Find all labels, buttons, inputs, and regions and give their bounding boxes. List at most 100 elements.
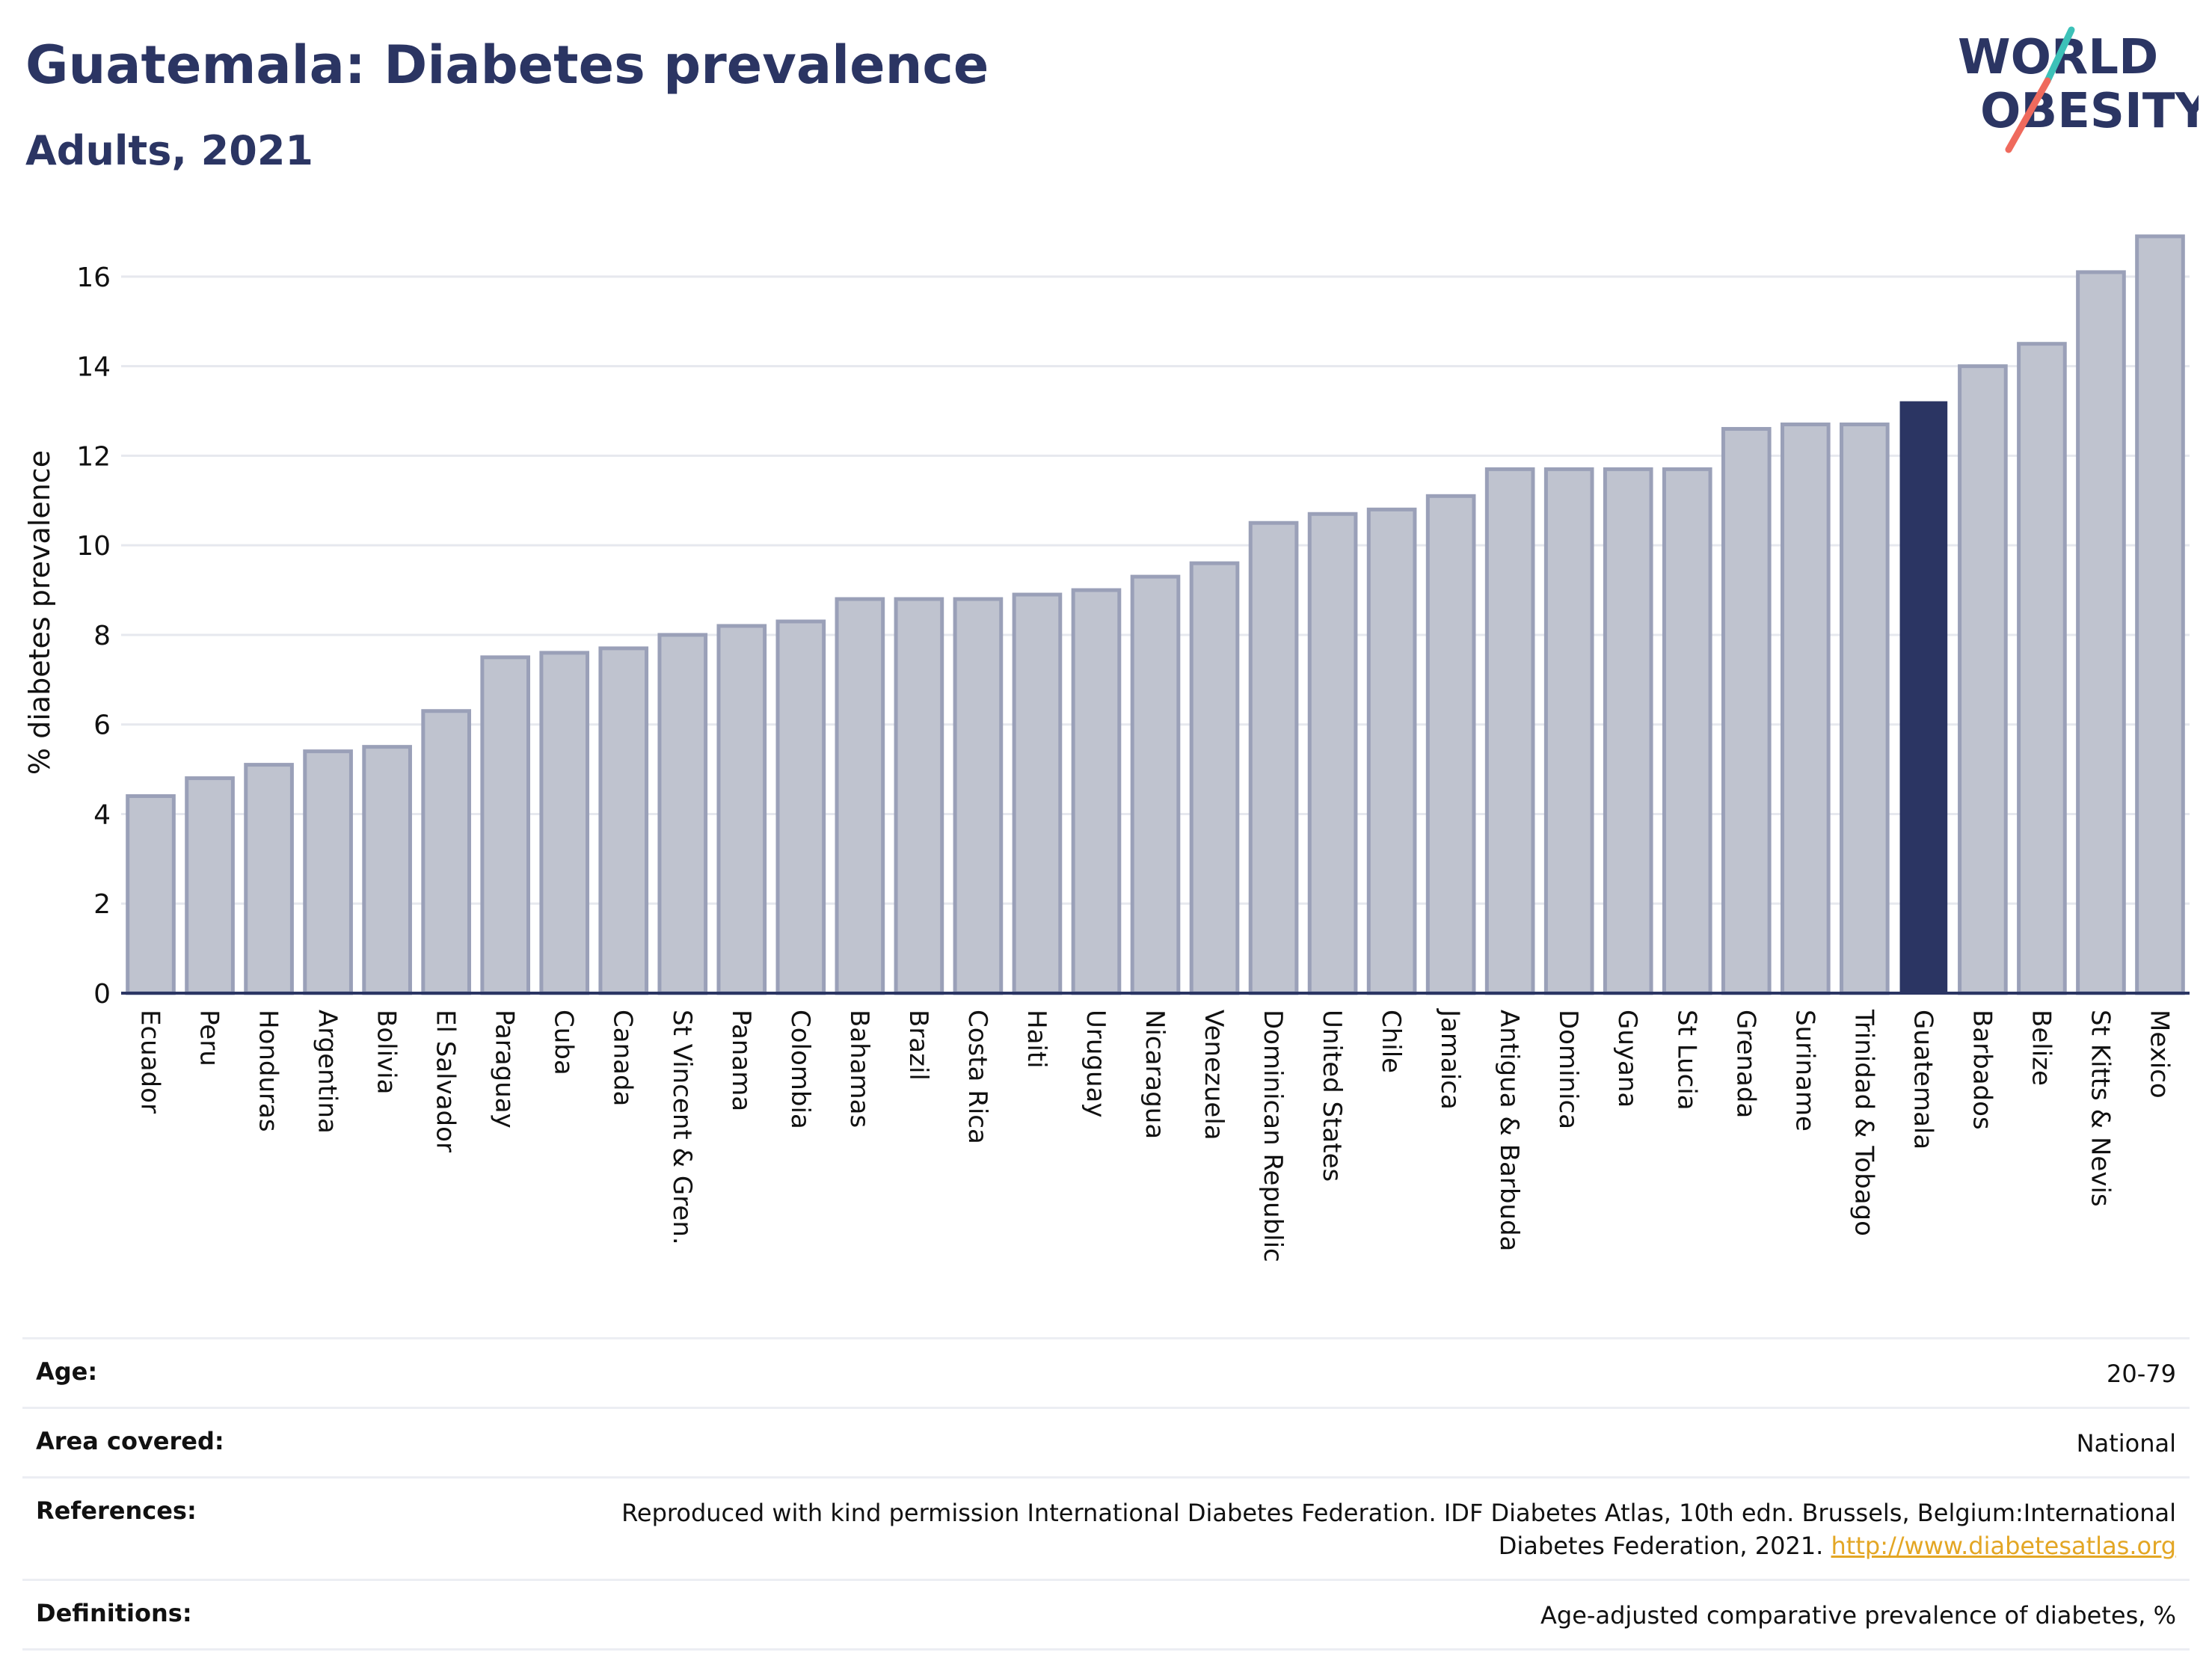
bar-grenada: [1721, 426, 1772, 995]
bar-dominican-republic: [1248, 521, 1299, 995]
bar-honduras: [244, 763, 294, 995]
meta-row-area: Area covered: National: [22, 1407, 2190, 1476]
x-tick-label: St Lucia: [1671, 1010, 1701, 1111]
bar-canada: [598, 646, 649, 995]
references-value: Reproduced with kind permission Internat…: [531, 1496, 2176, 1562]
x-tick-label: Bahamas: [844, 1010, 874, 1128]
references-link[interactable]: http://www.diabetesatlas.org: [1831, 1532, 2176, 1560]
x-tick-label: Brazil: [903, 1010, 933, 1081]
x-tick-label: Guatemala: [1908, 1010, 1938, 1149]
x-tick-label: Cuba: [549, 1010, 579, 1075]
bar-bahamas: [835, 597, 885, 995]
y-tick-label: 0: [93, 979, 111, 1010]
x-tick-label: Nicaragua: [1140, 1010, 1170, 1139]
definitions-label: Definitions:: [36, 1599, 192, 1627]
bar-colombia: [775, 619, 826, 995]
chart-subtitle: Adults, 2021: [25, 127, 313, 174]
x-tick-label: Venezuela: [1199, 1010, 1229, 1140]
age-label: Age:: [36, 1357, 98, 1386]
bar-chart: 0 2 4 6 8 10 12 14 16 Ecuador Peru Honduras Argentin…: [23, 234, 2190, 1262]
x-tick-label: Barbados: [1967, 1010, 1997, 1130]
x-tick-label: Jamaica: [1435, 1008, 1465, 1110]
bar-paraguay: [480, 655, 531, 995]
bar-suriname: [1780, 422, 1831, 995]
y-tick-label: 14: [76, 352, 111, 383]
x-tick-label: Panama: [726, 1010, 756, 1111]
bar-venezuela: [1189, 561, 1240, 995]
axes: 0 2 4 6 8 10 12 14 16 Ecuador Peru Honduras Argentin…: [76, 262, 2190, 1262]
bar-uruguay: [1071, 588, 1122, 995]
chart-title: Guatemala: Diabetes prevalence: [25, 34, 989, 96]
bar-bolivia: [362, 745, 412, 995]
bar-costa-rica: [953, 597, 1004, 995]
bar-cuba: [539, 651, 590, 995]
x-tick-label: El Salvador: [431, 1010, 461, 1152]
meta-row-definitions: Definitions: Age-adjusted comparative pr…: [22, 1579, 2190, 1651]
x-tick-label: Belize: [2026, 1010, 2056, 1086]
definitions-value: Age-adjusted comparative prevalence of d…: [1540, 1601, 2176, 1630]
logo-slash-coral-icon: [2005, 77, 2051, 153]
x-tick-label: St Vincent & Gren.: [667, 1010, 697, 1245]
y-tick-label: 4: [93, 799, 111, 830]
x-tick-label: Ecuador: [135, 1010, 165, 1114]
logo-slash-teal-icon: [2044, 26, 2075, 85]
bar-mexico: [2135, 234, 2185, 995]
bar-ecuador: [126, 794, 176, 995]
x-tick-label: Bolivia: [372, 1010, 402, 1094]
x-tick-label: Costa Rica: [962, 1010, 992, 1144]
x-tick-label: Canada: [608, 1010, 638, 1106]
bar-chile: [1366, 507, 1417, 995]
bar-jamaica: [1425, 494, 1476, 995]
y-axis-label: % diabetes prevalence: [23, 450, 56, 775]
bar-peru: [185, 776, 235, 995]
x-tick-label: Argentina: [313, 1010, 342, 1134]
y-tick-label: 6: [93, 710, 111, 741]
bar-guatemala: [1899, 401, 1948, 994]
area-label: Area covered:: [36, 1427, 224, 1455]
x-tick-label: Honduras: [254, 1010, 283, 1132]
references-text: Reproduced with kind permission Internat…: [621, 1499, 2176, 1560]
meta-row-references: References: Reproduced with kind permiss…: [22, 1476, 2190, 1579]
metadata-table: Age: 20-79 Area covered: National Refere…: [22, 1337, 2190, 1651]
x-tick-label: St Kitts & Nevis: [2085, 1010, 2115, 1207]
x-tick-label: Chile: [1376, 1010, 1406, 1073]
x-tick-label: Dominica: [1553, 1010, 1583, 1129]
bar-el-salvador: [421, 709, 471, 995]
bars: [126, 234, 2185, 995]
references-label: References:: [36, 1496, 197, 1525]
bar-st-vincent-gren-: [657, 633, 708, 995]
x-tick-label: Colombia: [785, 1010, 815, 1129]
bar-st-lucia: [1662, 467, 1712, 995]
bar-st-kitts-nevis: [2076, 270, 2126, 995]
x-tick-label: Antigua & Barbuda: [1494, 1010, 1524, 1251]
bar-antigua-barbuda: [1484, 467, 1535, 995]
x-tick-label: United States: [1317, 1010, 1347, 1182]
world-obesity-logo: WORLD OBESITY: [1958, 26, 2199, 153]
x-tick-label: Guyana: [1612, 1010, 1642, 1108]
bar-haiti: [1012, 592, 1063, 995]
area-value: National: [2076, 1429, 2176, 1458]
y-tick-label: 16: [76, 262, 111, 293]
y-tick-label: 2: [93, 889, 111, 920]
bar-united-states: [1307, 512, 1358, 995]
x-tick-label: Mexico: [2144, 1010, 2174, 1099]
x-tick-label: Suriname: [1789, 1010, 1819, 1132]
bar-argentina: [303, 749, 353, 995]
bar-guyana: [1603, 467, 1653, 995]
y-tick-label: 8: [93, 621, 111, 651]
x-tick-label: Trinidad & Tobago: [1849, 1009, 1878, 1236]
meta-row-age: Age: 20-79: [22, 1337, 2190, 1407]
x-tick-label: Dominican Republic: [1258, 1010, 1288, 1262]
bar-barbados: [1958, 364, 2008, 995]
bar-panama: [716, 624, 767, 995]
y-tick-label: 10: [76, 531, 111, 562]
x-tick-label: Uruguay: [1081, 1010, 1110, 1118]
x-tick-label: Haiti: [1021, 1010, 1051, 1069]
x-tick-label: Peru: [194, 1010, 224, 1066]
bar-trinidad-tobago: [1840, 422, 1890, 995]
y-tick-label: 12: [76, 441, 111, 472]
age-value: 20-79: [2107, 1360, 2176, 1388]
bar-nicaragua: [1130, 574, 1181, 995]
bar-dominica: [1543, 467, 1594, 995]
bar-brazil: [894, 597, 944, 995]
